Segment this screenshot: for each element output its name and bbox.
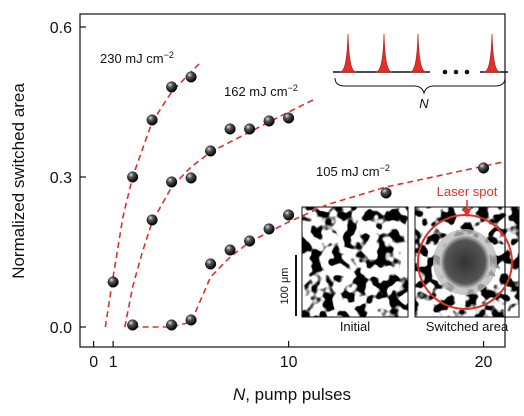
scale-bar-label: 100 μm xyxy=(279,268,291,305)
data-point xyxy=(244,235,256,247)
data-point xyxy=(224,244,236,256)
annotation-sup: −2 xyxy=(288,83,298,93)
data-point xyxy=(146,214,158,226)
data-point xyxy=(263,223,275,235)
annotation-sup: −2 xyxy=(380,163,390,173)
y-tick-label: 0.0 xyxy=(50,320,72,337)
annotation-sup: −2 xyxy=(164,50,174,60)
data-point xyxy=(107,276,119,288)
data-point xyxy=(478,162,490,174)
data-point xyxy=(166,319,178,331)
data-point xyxy=(283,112,295,124)
data-point xyxy=(166,81,178,93)
image-label: Switched area xyxy=(426,319,509,334)
data-point xyxy=(205,258,217,270)
fit-curve xyxy=(124,98,315,328)
annotation-text: 230 mJ cm xyxy=(100,51,164,66)
x-tick-label: 1 xyxy=(109,354,118,371)
data-point xyxy=(263,115,275,127)
data-point xyxy=(380,187,392,199)
y-tick-label: 0.6 xyxy=(50,20,72,37)
series-annotation: 230 mJ cm−2 xyxy=(100,50,174,66)
series-annotation: 162 mJ cm−2 xyxy=(224,83,298,99)
x-tick-label: 20 xyxy=(475,354,493,371)
pulse-train xyxy=(333,33,508,95)
x-tick-label: 0 xyxy=(89,354,98,371)
x-axis-label: N, pump pulses xyxy=(233,385,351,404)
y-tick-label: 0.3 xyxy=(50,170,72,187)
data-point xyxy=(185,314,197,326)
y-axis-label: Normalized switched area xyxy=(9,83,28,279)
data-point xyxy=(185,172,197,184)
data-point xyxy=(166,176,178,188)
data-point xyxy=(244,123,256,135)
x-axis-label-italic: N xyxy=(233,385,246,404)
image-switched xyxy=(414,200,520,318)
image-label: Initial xyxy=(340,319,370,334)
data-point xyxy=(127,171,139,183)
fit-curve xyxy=(104,61,202,328)
image-initial xyxy=(301,206,409,318)
series-annotation: 105 mJ cm−2 xyxy=(316,163,390,179)
data-point xyxy=(283,209,295,221)
annotation-text: 162 mJ cm xyxy=(224,84,288,99)
data-point xyxy=(224,123,236,135)
plot-frame xyxy=(79,13,506,348)
spot-label: Laser spot xyxy=(437,184,498,199)
x-axis-label-rest: , pump pulses xyxy=(245,385,351,404)
data-point xyxy=(127,319,139,331)
pulse-count-label: N xyxy=(419,96,429,111)
x-tick-label: 10 xyxy=(280,354,298,371)
data-point xyxy=(205,145,217,157)
data-point xyxy=(185,71,197,83)
data-point xyxy=(146,114,158,126)
annotation-text: 105 mJ cm xyxy=(316,164,380,179)
